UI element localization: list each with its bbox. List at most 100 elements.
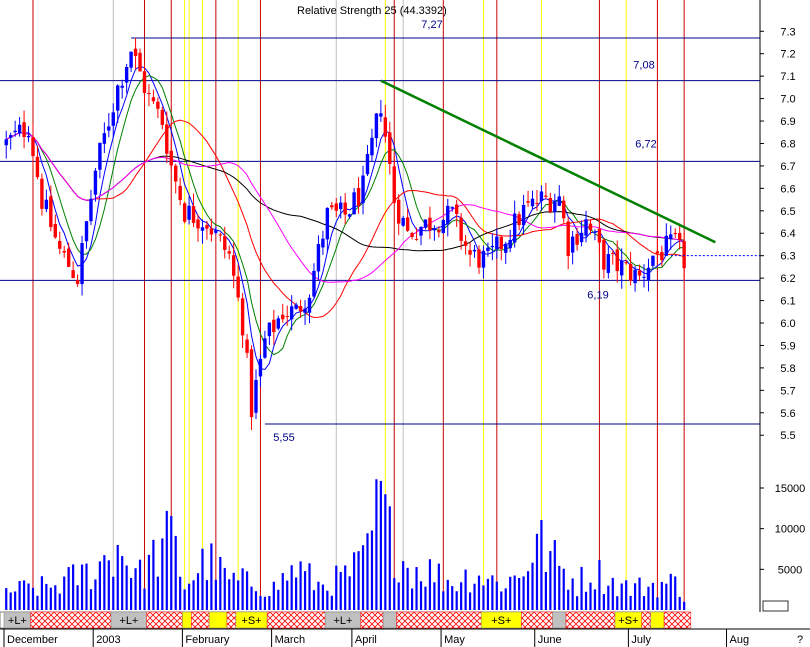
candle-body [383,117,388,137]
volume-bar [156,576,159,610]
candle-body [593,231,597,233]
volume-bar [433,582,436,610]
volume-bar [446,579,449,610]
volume-bar [500,591,503,610]
volume-bar [611,577,614,610]
volume-bar [419,581,423,610]
level-label: 6,72 [635,138,656,150]
candle-body [611,253,615,255]
x-tick-label: December [7,634,58,646]
candle-body [223,236,227,250]
volume-bar [268,596,271,610]
volume-bar [665,583,668,610]
volume-tick-label: 15000 [775,483,806,495]
candle-body [236,276,240,298]
volume-bar [402,561,405,610]
candle-body [75,280,80,284]
volume-bar [678,596,681,610]
volume-bar [335,565,338,610]
candle-body [392,166,396,203]
x-tick-label: July [631,634,651,646]
candle-body [214,230,218,233]
candle-body [191,206,196,223]
signal-segment-hatch [565,611,616,629]
volume-bar [281,573,284,610]
volume-bar [540,519,543,610]
candle-body [410,232,414,237]
signal-segment-gray [382,611,397,629]
volume-bar [31,587,35,610]
volume-bar [147,554,151,610]
volume-bar [219,556,222,610]
candle-body [512,213,517,243]
volume-bar [437,563,440,610]
price-tick-label: 7.2 [780,49,795,61]
candle-body [423,219,428,228]
price-tick-label: 6.7 [780,161,795,173]
volume-bar [580,566,583,610]
volume-bar [660,581,663,610]
candle-body [499,236,503,249]
candle-body [249,349,254,418]
signal-label: +L+ [8,615,27,627]
candle-body [620,260,624,276]
candle-body [397,199,401,224]
candle-body [200,227,205,231]
candle-body [642,276,646,278]
signal-segment-hatch [360,611,384,629]
candle-body [8,135,13,138]
price-tick-label: 6.6 [780,183,795,195]
volume-bar [170,516,173,610]
price-tick-label: 6.5 [780,206,795,218]
volume-bar [174,535,177,610]
volume-bar [89,589,93,610]
candle-body [477,249,481,268]
volume-bar [339,572,342,610]
candle-body [588,223,593,231]
candle-body [405,217,410,231]
candle-body [334,203,338,211]
volume-bar [299,561,302,610]
volume-bar [558,565,561,610]
level-labels: 7,27 7,08 6,72 6,19 5,55 [273,19,656,444]
volume-bar [633,583,637,610]
candle-body [218,234,223,236]
candle-body [80,243,84,285]
volume-bar [321,584,324,610]
candle-body [142,71,147,93]
x-tick-label: 2003 [96,634,120,646]
candle-body [107,126,111,131]
candle-body [13,130,17,133]
candle-body [178,185,182,201]
volume-bar [72,564,75,610]
candle-body [89,198,93,222]
candle-body [272,319,276,333]
price-tick-label: 7.1 [780,71,795,83]
candle-body [361,175,365,204]
candle-body [116,85,120,111]
candle-body [646,267,651,281]
candle-body [66,248,71,267]
candle-body [624,262,628,264]
candle-body [58,240,62,249]
candle-body [289,306,294,320]
candle-body [602,239,606,270]
level-label: 6,19 [587,289,608,301]
moving-average-line [5,131,685,283]
volume-bar [187,583,191,610]
volume-tick-label: 10000 [775,524,806,536]
volume-bar [567,589,570,610]
x-tick-label: June [538,634,562,646]
volume-bar [116,544,119,610]
level-label: 5,55 [273,432,294,444]
trendline [380,79,716,244]
candle-body [22,122,26,137]
signal-label: +S+ [241,615,261,627]
candle-body [486,247,490,251]
candle-body [553,201,557,213]
volume-bar [27,583,30,610]
candle-body [151,97,156,102]
volume-bar [477,575,481,610]
volume-scale-box [762,600,789,612]
